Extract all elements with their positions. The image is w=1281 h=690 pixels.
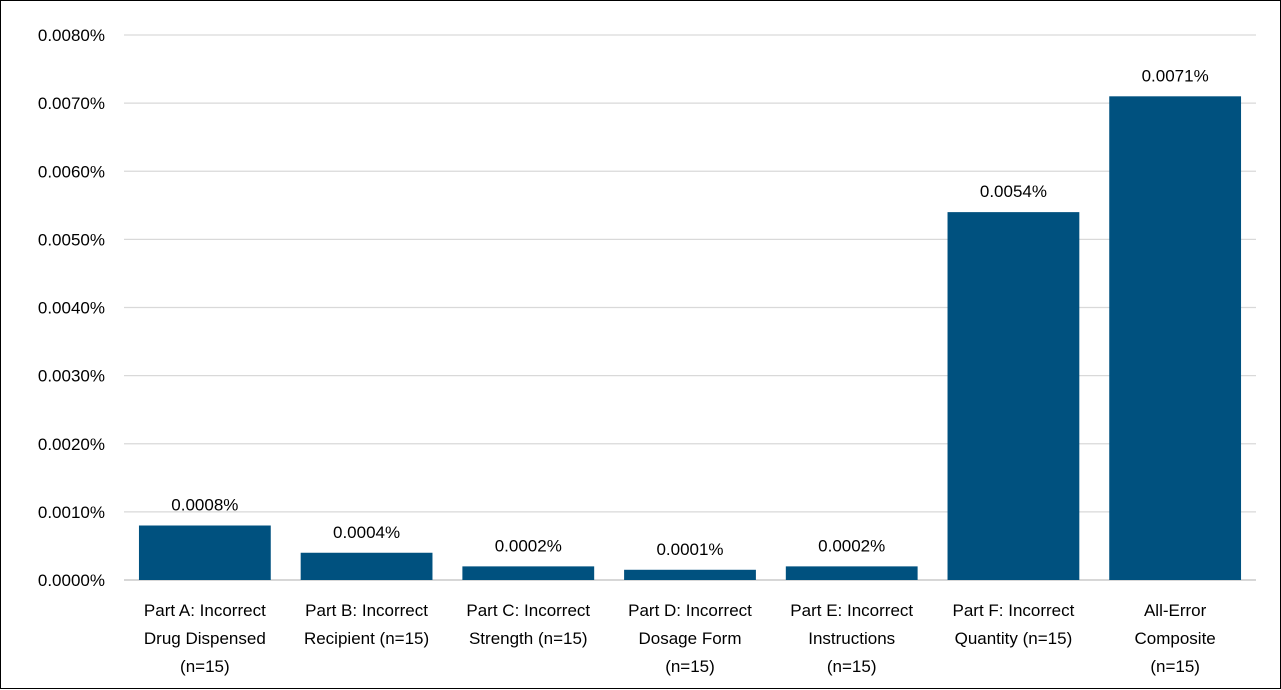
- x-axis-category-labels: Part A: Incorrect Drug Dispensed (n=15)Par…: [144, 601, 1216, 676]
- category-label-line: (n=15): [1150, 657, 1200, 676]
- data-label: 0.0071%: [1142, 66, 1209, 85]
- category-label-line: Part E: Incorrect: [790, 601, 913, 620]
- y-axis-tick-labels: 0.0000% 0.0010% 0.0020% 0.0030% 0.0040% 0.005…: [38, 26, 105, 590]
- category-label-line: Quantity (n=15): [955, 629, 1073, 648]
- category-label-line: (n=15): [180, 657, 230, 676]
- y-tick-label: 0.0060%: [38, 162, 105, 181]
- bar: [947, 212, 1080, 580]
- y-tick-label: 0.0070%: [38, 94, 105, 113]
- category-label: Part D: Incorrect Dosage Form (n=15): [628, 601, 752, 676]
- category-label-line: Part B: Incorrect: [305, 601, 428, 620]
- bar: [462, 566, 595, 580]
- y-tick-label: 0.0040%: [38, 299, 105, 318]
- y-tick-label: 0.0000%: [38, 571, 105, 590]
- gridlines: [124, 34, 1256, 581]
- category-label: Part E: Incorrect Instructions (n=15): [790, 601, 913, 676]
- bar: [1109, 96, 1242, 580]
- category-label: Part F: Incorrect Quantity (n=15): [952, 601, 1074, 648]
- data-label: 0.0008%: [171, 496, 238, 515]
- bar: [300, 552, 433, 580]
- category-label-line: Strength (n=15): [469, 629, 588, 648]
- category-label-line: (n=15): [665, 657, 715, 676]
- category-label: All-Error Composite (n=15): [1135, 601, 1216, 676]
- y-tick-label: 0.0050%: [38, 230, 105, 249]
- category-label: Part C: Incorrect Strength (n=15): [466, 601, 590, 648]
- category-label: Part A: Incorrect Drug Dispensed (n=15): [144, 601, 266, 676]
- bar: [138, 525, 271, 580]
- data-label: 0.0054%: [980, 182, 1047, 201]
- y-tick-label: 0.0030%: [38, 367, 105, 386]
- category-label-line: Instructions: [808, 629, 895, 648]
- category-label-line: Recipient (n=15): [304, 629, 429, 648]
- category-label-line: All-Error: [1144, 601, 1207, 620]
- category-label-line: Composite: [1135, 629, 1216, 648]
- category-label-line: Drug Dispensed: [144, 629, 266, 648]
- data-label: 0.0004%: [333, 523, 400, 542]
- category-label-line: Part D: Incorrect: [628, 601, 752, 620]
- category-label-line: Dosage Form: [639, 629, 742, 648]
- category-label-line: Part C: Incorrect: [466, 601, 590, 620]
- bar: [624, 569, 756, 580]
- y-tick-label: 0.0020%: [38, 435, 105, 454]
- data-labels: 0.0008% 0.0004% 0.0002% 0.0001% 0.0002% 0.005…: [171, 66, 1208, 558]
- category-label-line: Part A: Incorrect: [144, 601, 266, 620]
- category-label: Part B: Incorrect Recipient (n=15): [304, 601, 429, 648]
- category-label-line: Part F: Incorrect: [952, 601, 1074, 620]
- y-tick-label: 0.0010%: [38, 503, 105, 522]
- data-label: 0.0002%: [818, 536, 885, 555]
- y-tick-label: 0.0080%: [38, 26, 105, 45]
- category-label-line: (n=15): [827, 657, 877, 676]
- data-label: 0.0002%: [495, 536, 562, 555]
- bars: [138, 96, 1242, 580]
- data-label: 0.0001%: [656, 540, 723, 559]
- bar: [785, 566, 918, 580]
